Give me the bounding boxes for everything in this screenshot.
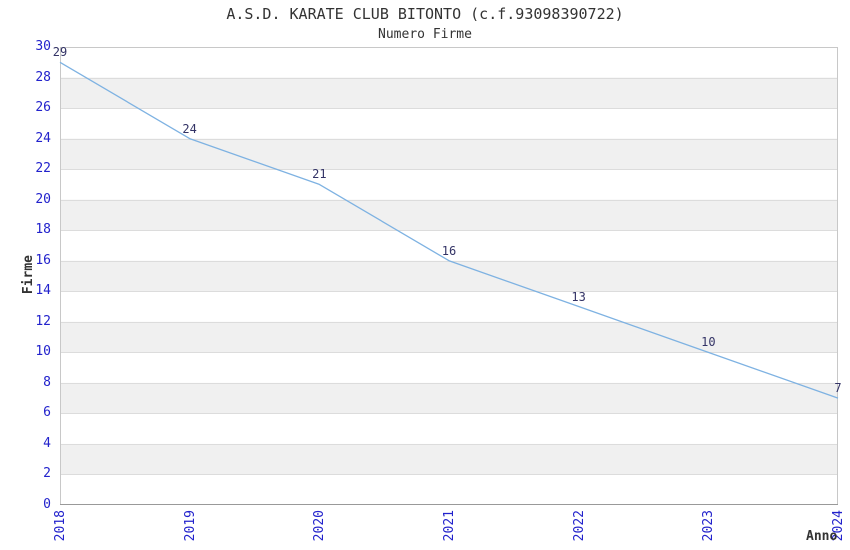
y-tick-label: 14 xyxy=(35,283,51,299)
x-axis-label: Anno xyxy=(806,529,838,544)
data-point-label: 29 xyxy=(52,45,68,60)
grid-band xyxy=(60,138,838,170)
y-tick-label: 8 xyxy=(43,374,51,390)
x-tick-label: 2021 xyxy=(442,510,457,542)
y-tick-label: 24 xyxy=(35,130,51,146)
y-tick-label: 30 xyxy=(35,39,51,54)
line-series xyxy=(59,61,839,399)
chart-title: A.S.D. KARATE CLUB BITONTO (c.f.93098390… xyxy=(226,5,624,23)
data-point-label: 13 xyxy=(571,289,586,304)
data-point-label: 10 xyxy=(701,335,716,350)
x-tick-label: 2018 xyxy=(53,510,68,542)
grid-band xyxy=(60,443,838,475)
grid-band xyxy=(60,382,838,414)
y-tick-label: 4 xyxy=(43,435,51,451)
y-tick-label: 20 xyxy=(35,191,51,207)
y-axis-label: Firme xyxy=(21,255,36,295)
grid-band xyxy=(60,77,838,109)
y-tick-label: 26 xyxy=(35,100,51,116)
x-tick-label: 2022 xyxy=(571,510,587,542)
y-tick-label: 16 xyxy=(35,252,51,268)
x-tick-label: 2020 xyxy=(312,510,328,542)
data-point-label: 21 xyxy=(312,167,327,182)
y-tick-label: 6 xyxy=(43,405,51,421)
y-tick-label: 28 xyxy=(35,69,51,85)
y-tick-label: 22 xyxy=(35,161,51,177)
data-point-label: 7 xyxy=(834,381,842,396)
y-tick-label: 2 xyxy=(43,466,51,482)
grid-band xyxy=(60,199,838,231)
grid-band xyxy=(60,321,838,353)
chart-subtitle: Numero Firme xyxy=(378,27,472,42)
y-tick-label: 10 xyxy=(35,344,51,360)
data-point-label: 24 xyxy=(182,121,197,136)
grid-band xyxy=(60,260,838,292)
y-tick-label: 12 xyxy=(35,313,51,329)
chart-plot-svg xyxy=(59,47,839,505)
x-tick-label: 2023 xyxy=(701,510,717,542)
x-tick-label: 2019 xyxy=(182,510,198,542)
y-tick-label: 18 xyxy=(35,222,51,238)
y-tick-label: 0 xyxy=(43,497,51,512)
plot-area: 29 24 21 16 13 10 7 xyxy=(53,45,842,505)
data-point-label: 16 xyxy=(441,243,457,258)
